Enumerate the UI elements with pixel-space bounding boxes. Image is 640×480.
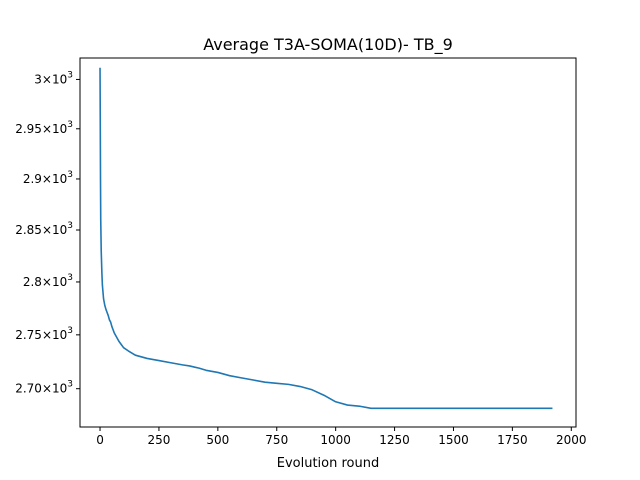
y-axis: 2.70×103 2.75×103 2.8×103 2.85×103 2.9×103 2.…: [15, 70, 80, 396]
y-tick-label: 2.70×103: [15, 380, 73, 396]
x-tick-label: 2000: [556, 433, 587, 447]
x-tick-label: 0: [96, 433, 104, 447]
x-tick-label: 500: [206, 433, 229, 447]
y-tick-label: 2.85×103: [15, 221, 73, 237]
x-tick-label: 1500: [438, 433, 469, 447]
y-tick-label: 2.8×103: [23, 273, 73, 289]
y-tick-label: 2.95×103: [15, 120, 73, 136]
x-tick-label: 1750: [497, 433, 528, 447]
y-tick-label: 3×103: [34, 70, 73, 86]
x-tick-label: 750: [265, 433, 288, 447]
x-tick-label: 1250: [379, 433, 410, 447]
x-tick-label: 250: [147, 433, 170, 447]
y-tick-label: 2.9×103: [23, 170, 73, 186]
x-tick-label: 1000: [320, 433, 351, 447]
plot-frame: [79, 57, 577, 428]
x-axis-label: Evolution round: [277, 456, 380, 471]
plot-area: [99, 67, 553, 410]
y-tick-label: 2.75×103: [15, 326, 73, 342]
series-line-0: [99, 67, 553, 410]
x-axis: 0 250 500 750 1000 1250 1500 1750 2000: [96, 427, 587, 447]
chart-title: Average T3A-SOMA(10D)- TB_9: [203, 35, 453, 55]
